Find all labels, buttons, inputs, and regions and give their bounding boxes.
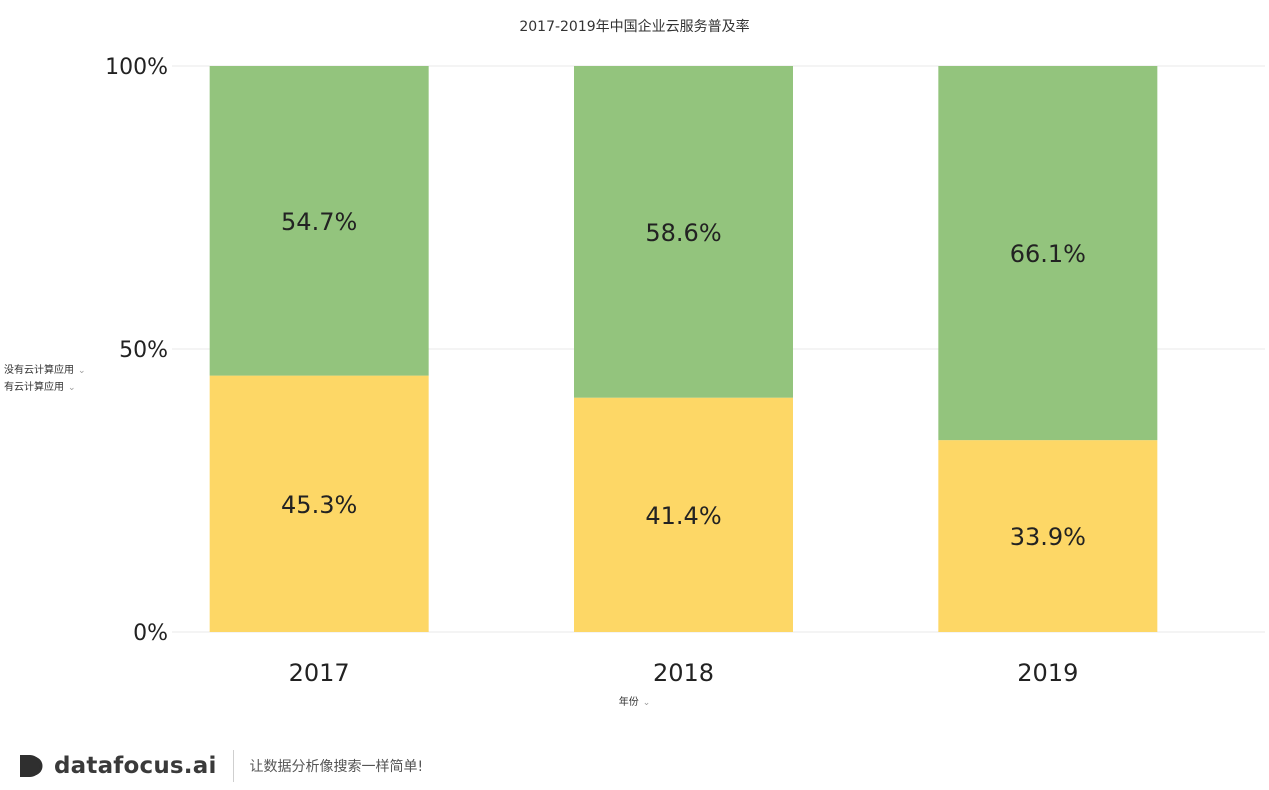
legend-item-without-cloud[interactable]: 没有云计算应用 ⌄ bbox=[4, 361, 86, 376]
x-tick-label: 2017 bbox=[289, 659, 350, 687]
data-label: 54.7% bbox=[281, 208, 357, 236]
bar-segment bbox=[209, 375, 429, 632]
bar-segment bbox=[938, 440, 1158, 632]
brand-name: datafocus.ai bbox=[54, 753, 217, 779]
data-labels: 45.3% 54.7% 41.4% 58.6% 33.9% 66.1% bbox=[281, 208, 1086, 551]
chevron-down-icon[interactable]: ⌄ bbox=[78, 366, 86, 376]
chart-title: 2017-2019年中国企业云服务普及率 bbox=[519, 19, 750, 35]
y-tick-labels: 0% 50% 100% bbox=[105, 55, 168, 646]
datafocus-logo-icon bbox=[20, 755, 43, 777]
data-label: 41.4% bbox=[645, 502, 721, 530]
y-tick-label: 0% bbox=[133, 621, 168, 646]
data-label: 45.3% bbox=[281, 491, 357, 519]
bar-segment bbox=[574, 66, 793, 398]
data-label: 66.1% bbox=[1010, 240, 1086, 268]
x-tick-label: 2019 bbox=[1017, 659, 1078, 687]
y-tick-label: 100% bbox=[105, 55, 168, 80]
x-axis-title-label: 年份 bbox=[618, 697, 639, 708]
legend-label: 有云计算应用 bbox=[4, 382, 64, 393]
bars bbox=[209, 66, 1158, 632]
x-tick-label: 2018 bbox=[653, 659, 714, 687]
stacked-bar-chart: 45.3% 54.7% 41.4% 58.6% 33.9% 66.1% 0% 50% 100%… bbox=[105, 55, 1265, 687]
chevron-down-icon[interactable]: ⌄ bbox=[642, 698, 651, 708]
x-axis-title[interactable]: 年份 ⌄ bbox=[0, 693, 1269, 708]
bar-segment bbox=[938, 66, 1158, 441]
bar-segment bbox=[209, 66, 429, 376]
y-tick-label: 50% bbox=[119, 338, 168, 363]
footer-divider bbox=[232, 750, 234, 782]
chevron-down-icon[interactable]: ⌄ bbox=[68, 383, 76, 393]
bar-segment bbox=[574, 397, 793, 632]
slogan: 让数据分析像搜索一样简单! bbox=[249, 759, 424, 775]
legend-item-with-cloud[interactable]: 有云计算应用 ⌄ bbox=[4, 378, 76, 393]
data-label: 33.9% bbox=[1010, 523, 1086, 551]
x-tick-labels: 2017 2018 2019 bbox=[289, 659, 1079, 687]
footer: datafocus.ai 让数据分析像搜索一样简单! bbox=[18, 744, 423, 788]
data-label: 58.6% bbox=[645, 219, 721, 247]
legend-label: 没有云计算应用 bbox=[4, 365, 74, 376]
